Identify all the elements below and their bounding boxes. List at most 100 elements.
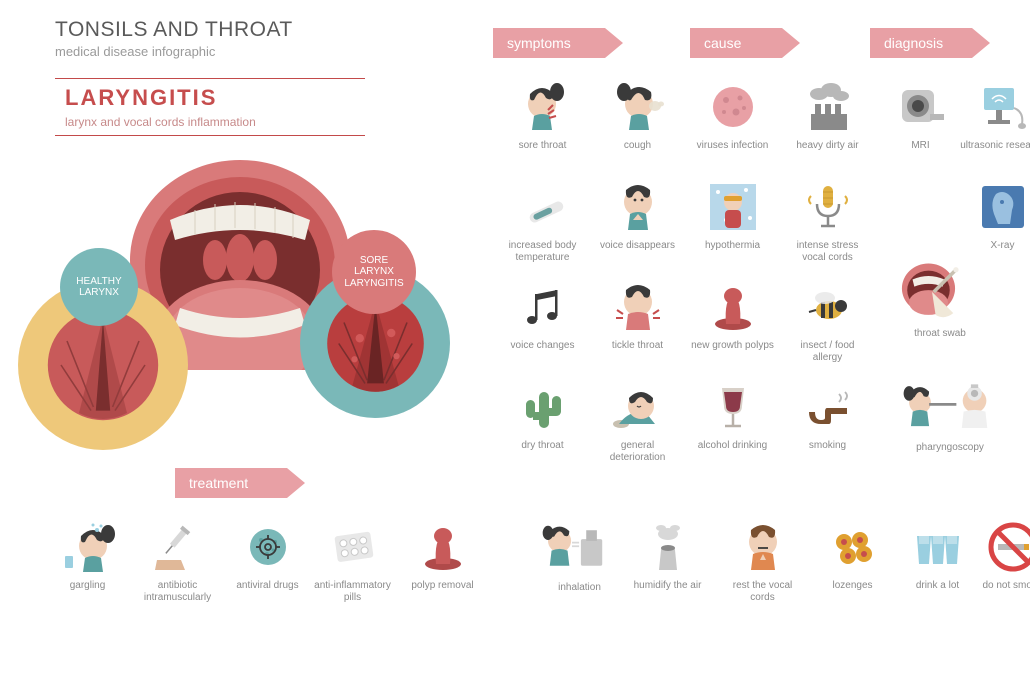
item-label: drink a lot [895,580,980,592]
item-label: voice disappears [595,240,680,252]
item-drink: drink a lot [895,520,980,592]
tab-symptoms: symptoms [493,28,623,58]
item-viruses: viruses infection [690,80,775,152]
mri-machine-icon [894,80,948,134]
head-inhaler-icon [540,520,620,576]
item-label: humidify the air [625,580,710,592]
item-label: dry throat [500,440,585,452]
item-label: lozenges [810,580,895,592]
healthy-larynx-label: HEALTHY LARYNX [60,248,138,326]
item-label: alcohol drinking [690,440,775,452]
tab-treatment: treatment [175,468,305,498]
disease-name: LARYNGITIS [65,85,365,111]
item-gargling: gargling [45,520,130,592]
item-tickle-throat: tickle throat [595,280,680,352]
item-label: general deterioration [595,440,680,463]
item-inhalation: inhalation [532,520,627,594]
xray-head-icon [976,180,1030,234]
item-label: tickle throat [595,340,680,352]
item-label: voice changes [500,340,585,352]
tab-diagnosis: diagnosis [870,28,990,58]
cold-person-icon [706,180,760,234]
item-label: intense stress vocal cords [785,240,870,263]
lozenges-icon [826,520,880,574]
item-polyp-removal: polyp removal [400,520,485,592]
item-label: gargling [45,580,130,592]
pipe-icon [801,380,855,434]
item-label: smoking [785,440,870,452]
item-rest-cords: rest the vocal cords [720,520,805,603]
disease-block: LARYNGITIS larynx and vocal cords inflam… [55,78,365,136]
item-label: increased body temperature [500,240,585,263]
head-cough-icon [611,80,665,134]
head-mute-icon [611,180,665,234]
item-sore-throat: sore throat [500,80,585,152]
item-label: throat swab [880,328,1000,340]
item-no-smoke: do not smoke [970,520,1030,592]
cactus-icon [516,380,570,434]
factory-icon [801,80,855,134]
item-label: insect / food allergy [785,340,870,363]
item-throat-swab: throat swab [880,260,1000,340]
item-pharyngoscopy: pharyngoscopy [890,380,1010,454]
bee-icon [801,280,855,334]
humidifier-icon [641,520,695,574]
polyp-icon [416,520,470,574]
virus-icon [706,80,760,134]
item-label: antibiotic intramuscularly [135,580,220,603]
thermometer-icon [516,180,570,234]
accent-rule [55,78,365,79]
antiviral-ball-icon [241,520,295,574]
header: TONSILS AND THROAT medical disease infog… [55,18,293,59]
tab-cause: cause [690,28,800,58]
item-dry-throat: dry throat [500,380,585,452]
music-notes-icon [516,280,570,334]
item-smoking: smoking [785,380,870,452]
item-alcohol: alcohol drinking [690,380,775,452]
disease-desc: larynx and vocal cords inflammation [65,115,365,129]
item-allergy: insect / food allergy [785,280,870,363]
item-mri: MRI [878,80,963,152]
item-label: pharyngoscopy [890,442,1010,454]
item-label: cough [595,140,680,152]
item-antibiotic: antibiotic intramuscularly [135,520,220,603]
microphone-icon [801,180,855,234]
head-tired-icon [611,380,665,434]
item-label: polyp removal [400,580,485,592]
item-label: hypothermia [690,240,775,252]
head-silent-icon [736,520,790,574]
accent-rule [55,135,365,136]
item-label: X-ray [960,240,1030,252]
pill-pack-icon [326,520,380,574]
item-hypothermia: hypothermia [690,180,775,252]
polyp-icon [706,280,760,334]
item-label: new growth polyps [690,340,775,352]
head-gargle-icon [61,520,115,574]
item-label: do not smoke [970,580,1030,592]
item-label: MRI [878,140,963,152]
item-humidify: humidify the air [625,520,710,592]
item-stress-cords: intense stress vocal cords [785,180,870,263]
item-label: viruses infection [690,140,775,152]
doctor-scope-icon [900,380,1000,436]
item-label: anti-inflammatory pills [310,580,395,603]
item-antiviral: antiviral drugs [225,520,310,592]
syringe-arm-icon [151,520,205,574]
item-label: ultrasonic research [960,140,1030,152]
item-ultrasonic: ultrasonic research [960,80,1030,152]
sore-larynx-label: SORE LARYNX LARYNGITIS [332,230,416,314]
head-tickle-icon [611,280,665,334]
item-polyps: new growth polyps [690,280,775,352]
item-label: inhalation [532,582,627,594]
item-label: antiviral drugs [225,580,310,592]
item-label: sore throat [500,140,585,152]
item-lozenges: lozenges [810,520,895,592]
item-xray: X-ray [960,180,1030,252]
page-subtitle: medical disease infographic [55,44,293,59]
page-title: TONSILS AND THROAT [55,18,293,42]
item-label: heavy dirty air [785,140,870,152]
item-dirty-air: heavy dirty air [785,80,870,152]
no-smoking-icon [986,520,1030,574]
mouth-swab-icon [900,260,980,322]
item-cough: cough [595,80,680,152]
